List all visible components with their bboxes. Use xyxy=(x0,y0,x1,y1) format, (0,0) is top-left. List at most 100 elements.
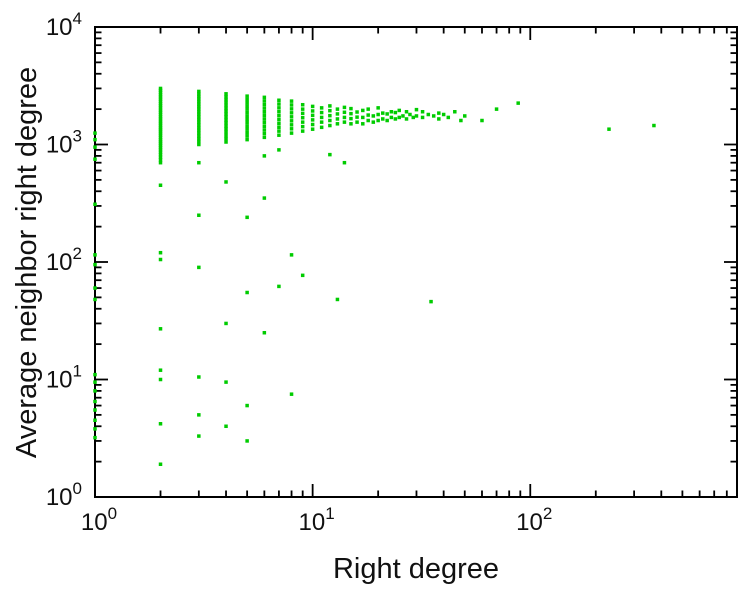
data-point xyxy=(289,111,294,115)
data-point xyxy=(224,140,228,144)
data-point xyxy=(158,131,163,135)
data-point xyxy=(335,107,340,111)
data-point xyxy=(652,123,656,128)
plot-frame xyxy=(94,26,738,498)
data-point xyxy=(414,114,419,118)
data-point xyxy=(245,94,249,98)
data-point xyxy=(158,135,163,140)
data-point xyxy=(328,104,332,108)
data-point xyxy=(93,131,97,135)
data-point xyxy=(516,101,520,105)
y-axis-title-wrap: Average neighbor right degree xyxy=(0,27,56,497)
data-point xyxy=(349,111,353,116)
data-point xyxy=(300,120,305,124)
x-axis-title: Right degree xyxy=(332,553,500,585)
data-point xyxy=(429,299,433,304)
data-point xyxy=(289,123,294,127)
data-point xyxy=(262,330,267,335)
data-point xyxy=(224,124,228,128)
data-point xyxy=(224,133,228,138)
data-point xyxy=(158,123,163,127)
data-point xyxy=(335,122,340,126)
data-point xyxy=(366,107,370,111)
data-point xyxy=(277,117,281,122)
data-point xyxy=(277,121,281,126)
data-point xyxy=(197,97,201,101)
data-point xyxy=(335,297,340,302)
data-point xyxy=(197,109,201,114)
data-point xyxy=(158,106,163,110)
data-point xyxy=(262,106,267,110)
data-point xyxy=(93,418,97,422)
data-point xyxy=(158,462,163,466)
data-point xyxy=(245,120,249,125)
data-point xyxy=(441,112,446,117)
data-point xyxy=(197,99,201,104)
data-point xyxy=(289,127,294,131)
data-point xyxy=(277,125,281,130)
data-point xyxy=(376,112,380,117)
data-point xyxy=(158,250,163,255)
data-point xyxy=(245,97,249,102)
data-point xyxy=(158,148,163,152)
data-point xyxy=(310,104,315,109)
data-point xyxy=(397,115,401,120)
data-point xyxy=(342,110,347,115)
data-point xyxy=(319,110,324,115)
data-point xyxy=(197,375,201,379)
data-point xyxy=(389,109,394,114)
data-point xyxy=(245,114,249,118)
data-point xyxy=(224,136,228,141)
data-point xyxy=(393,117,398,121)
data-point xyxy=(420,115,425,120)
data-point xyxy=(328,123,332,128)
data-point xyxy=(197,94,201,99)
data-point xyxy=(158,119,163,123)
data-point xyxy=(355,110,359,114)
data-point xyxy=(245,215,249,220)
data-point xyxy=(158,141,163,146)
data-point xyxy=(385,112,389,116)
data-point xyxy=(607,127,611,131)
data-point xyxy=(289,103,294,107)
data-point xyxy=(328,118,332,123)
data-point xyxy=(328,113,332,118)
data-point xyxy=(411,115,416,120)
data-point xyxy=(224,127,228,131)
data-point xyxy=(401,114,405,118)
data-point xyxy=(158,158,163,162)
y-axis-title: Average neighbor right degree xyxy=(11,66,44,458)
data-point xyxy=(224,109,228,113)
data-point xyxy=(328,152,332,157)
data-point xyxy=(289,392,294,396)
data-point xyxy=(158,327,163,331)
data-point xyxy=(158,112,163,117)
data-point xyxy=(277,109,281,114)
data-point xyxy=(300,111,305,116)
data-point xyxy=(277,102,281,106)
data-point xyxy=(224,321,228,326)
data-point xyxy=(494,107,499,111)
data-point xyxy=(289,107,294,111)
data-point xyxy=(310,118,315,122)
data-point xyxy=(366,113,370,117)
data-point xyxy=(224,97,228,102)
data-point xyxy=(300,129,305,133)
data-point xyxy=(158,99,163,104)
data-point xyxy=(93,286,97,290)
data-point xyxy=(158,88,163,93)
data-point xyxy=(158,143,163,148)
data-point xyxy=(245,117,249,122)
data-point xyxy=(158,101,163,106)
data-point xyxy=(277,113,281,118)
data-point xyxy=(93,372,97,377)
data-point xyxy=(245,134,249,138)
data-point xyxy=(389,115,394,120)
data-point xyxy=(404,109,409,114)
data-point xyxy=(355,115,359,119)
data-point xyxy=(224,103,228,108)
data-point xyxy=(158,117,163,121)
data-point xyxy=(245,130,249,135)
data-point xyxy=(197,123,201,127)
